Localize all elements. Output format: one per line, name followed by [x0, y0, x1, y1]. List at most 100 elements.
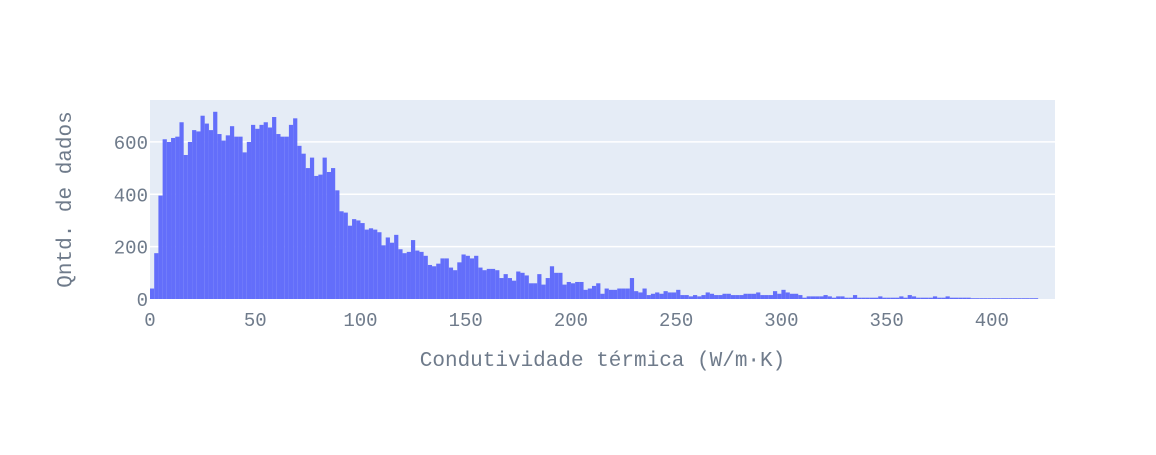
- histogram-bar: [852, 295, 858, 299]
- histogram-bar: [162, 139, 167, 299]
- histogram-bar: [659, 293, 664, 299]
- histogram-bar: [730, 295, 736, 299]
- histogram-bar: [945, 296, 950, 299]
- histogram-bar: [524, 275, 529, 299]
- histogram-bar: [591, 285, 597, 299]
- histogram-bar: [238, 136, 243, 299]
- histogram-bar: [461, 254, 466, 299]
- histogram-bar: [381, 245, 386, 299]
- histogram-bar: [911, 296, 917, 299]
- histogram-bar: [726, 293, 731, 299]
- histogram-bar: [225, 135, 230, 299]
- histogram-bar: [823, 295, 828, 299]
- histogram-bar: [242, 152, 247, 299]
- histogram-bar: [895, 297, 900, 299]
- histogram-bar: [983, 298, 988, 299]
- x-axis-ticks: 0 50 100 150 200 250 300 350 400: [144, 310, 1009, 332]
- x-tick-label: 150: [449, 310, 483, 332]
- histogram-bar: [545, 278, 550, 299]
- histogram-bar: [932, 296, 938, 299]
- histogram-bar: [798, 295, 803, 299]
- histogram-bar: [444, 258, 449, 299]
- histogram-bar: [179, 122, 184, 299]
- histogram-bar: [697, 296, 702, 299]
- histogram-bar: [827, 296, 832, 299]
- histogram-bar: [613, 289, 618, 299]
- histogram-bar: [966, 297, 971, 299]
- histogram-bar: [806, 296, 811, 299]
- histogram-bar: [705, 292, 710, 299]
- histogram-bar: [646, 295, 651, 299]
- histogram-bar: [789, 293, 795, 299]
- histogram-bar: [638, 292, 643, 299]
- histogram-bar: [1033, 298, 1039, 299]
- histogram-bar: [457, 262, 462, 299]
- histogram-bar: [587, 288, 592, 299]
- histogram-bar: [760, 295, 765, 299]
- histogram-bar: [655, 292, 660, 299]
- histogram-bar: [276, 134, 281, 299]
- histogram-bar: [314, 175, 319, 299]
- histogram-bar: [406, 251, 411, 299]
- histogram-bar: [549, 266, 555, 299]
- histogram-bar: [996, 298, 1001, 299]
- histogram-bar: [322, 157, 327, 299]
- histogram-bar: [368, 228, 374, 299]
- bars: [150, 111, 1039, 300]
- histogram-bar: [693, 295, 698, 299]
- histogram-bar: [495, 270, 500, 299]
- histogram-bar: [941, 297, 946, 299]
- histogram-bar: [625, 288, 630, 299]
- histogram-bar: [200, 115, 205, 299]
- histogram-bar: [747, 293, 752, 299]
- histogram-bar: [663, 291, 668, 299]
- histogram-bar: [196, 131, 201, 299]
- histogram-bar: [486, 268, 491, 299]
- histogram-bar: [836, 296, 841, 299]
- histogram-bar: [958, 297, 963, 299]
- histogram-bar: [1008, 298, 1013, 299]
- histogram-bar: [436, 263, 441, 299]
- histogram-bar: [1021, 298, 1026, 299]
- histogram-bar: [743, 293, 748, 299]
- histogram-bar: [335, 190, 340, 299]
- histogram-bar: [735, 295, 740, 299]
- histogram-bar: [903, 297, 908, 299]
- histogram-bar: [987, 298, 992, 299]
- histogram-bar: [583, 289, 588, 299]
- histogram-bar: [389, 242, 395, 299]
- histogram-bar: [869, 297, 874, 299]
- y-tick-label: 600: [114, 133, 148, 155]
- histogram-bar: [1029, 298, 1034, 299]
- histogram-bar: [343, 212, 348, 299]
- histogram-bar: [768, 295, 773, 299]
- histogram-bar: [352, 219, 357, 299]
- x-tick-label: 350: [870, 310, 904, 332]
- y-tick-label: 200: [114, 238, 148, 260]
- histogram-bar: [251, 124, 256, 299]
- histogram-bar: [204, 123, 209, 299]
- histogram-bar: [499, 278, 504, 299]
- histogram-bar: [979, 298, 984, 299]
- histogram-bar: [949, 297, 954, 299]
- histogram-bar: [293, 118, 298, 299]
- histogram-bar: [482, 270, 487, 299]
- histogram-bar: [394, 234, 399, 299]
- histogram-bar: [1012, 298, 1018, 299]
- y-tick-label: 400: [114, 185, 148, 207]
- histogram-bar: [246, 141, 252, 299]
- histogram-bar: [503, 274, 508, 299]
- histogram-bar: [474, 255, 479, 299]
- histogram-bar: [309, 157, 315, 299]
- histogram-bar: [528, 283, 534, 299]
- histogram-bar: [364, 229, 369, 299]
- histogram-bar: [208, 130, 214, 299]
- histogram-bar: [187, 141, 193, 299]
- histogram-bar: [255, 128, 260, 299]
- histogram-bar: [562, 284, 567, 299]
- histogram-bar: [924, 297, 929, 299]
- histogram-bar: [356, 220, 361, 299]
- histogram-bar: [154, 253, 159, 299]
- histogram-bar: [448, 267, 454, 299]
- histogram-bar: [183, 154, 188, 299]
